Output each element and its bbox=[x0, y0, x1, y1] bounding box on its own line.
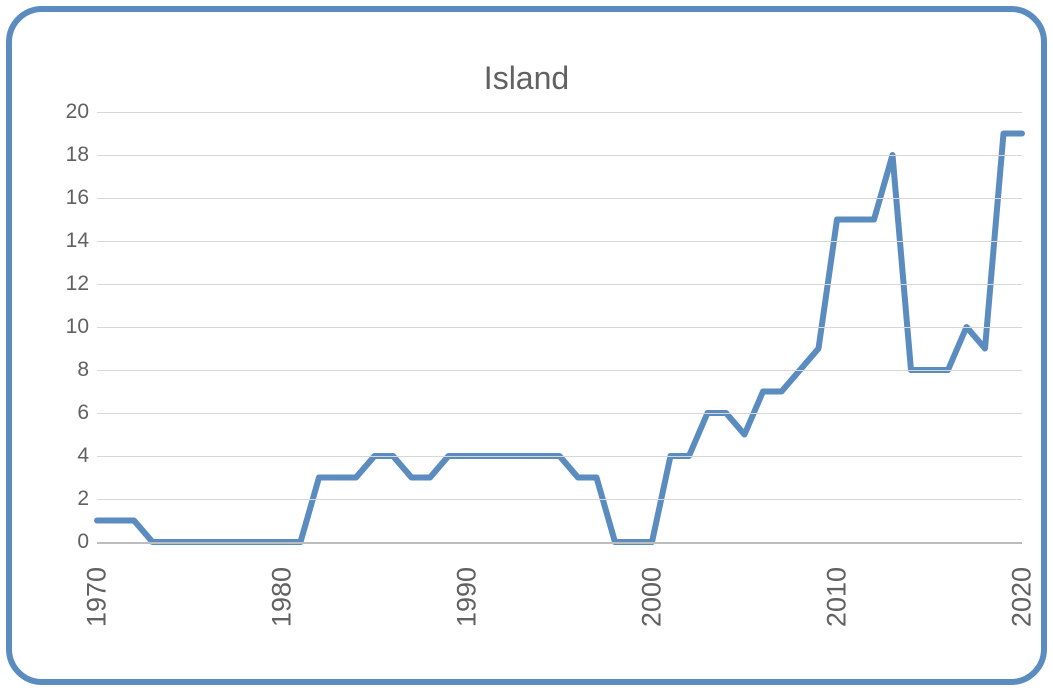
data-line bbox=[97, 134, 1022, 543]
x-tick-label: 2010 bbox=[822, 567, 853, 627]
gridline bbox=[97, 327, 1022, 328]
x-tick-label: 2000 bbox=[637, 567, 668, 627]
gridline bbox=[97, 241, 1022, 242]
gridline bbox=[97, 370, 1022, 371]
x-tick-label: 2020 bbox=[1007, 567, 1038, 627]
y-tick-label: 6 bbox=[77, 401, 89, 425]
x-axis-labels: 197019801990200020102020 bbox=[97, 567, 1022, 667]
y-tick-label: 12 bbox=[66, 272, 89, 296]
y-tick-label: 8 bbox=[77, 358, 89, 382]
gridline bbox=[97, 112, 1022, 113]
y-tick-label: 14 bbox=[66, 229, 89, 253]
y-tick-label: 18 bbox=[66, 143, 89, 167]
chart-title: Island bbox=[12, 60, 1041, 97]
y-tick-label: 10 bbox=[66, 315, 89, 339]
gridline bbox=[97, 284, 1022, 285]
y-tick-label: 2 bbox=[77, 487, 89, 511]
y-tick-label: 4 bbox=[77, 444, 89, 468]
gridline bbox=[97, 198, 1022, 199]
y-tick-label: 16 bbox=[66, 186, 89, 210]
x-tick-label: 1970 bbox=[82, 567, 113, 627]
gridline bbox=[97, 155, 1022, 156]
gridline bbox=[97, 499, 1022, 500]
x-tick-label: 1990 bbox=[452, 567, 483, 627]
gridline bbox=[97, 413, 1022, 414]
plot-area: 02468101214161820 bbox=[97, 112, 1022, 542]
gridline bbox=[97, 456, 1022, 457]
x-tick-label: 1980 bbox=[267, 567, 298, 627]
chart-frame: Island 02468101214161820 197019801990200… bbox=[6, 6, 1047, 685]
y-tick-label: 0 bbox=[77, 530, 89, 554]
y-tick-label: 20 bbox=[66, 100, 89, 124]
x-axis-baseline bbox=[97, 542, 1022, 544]
